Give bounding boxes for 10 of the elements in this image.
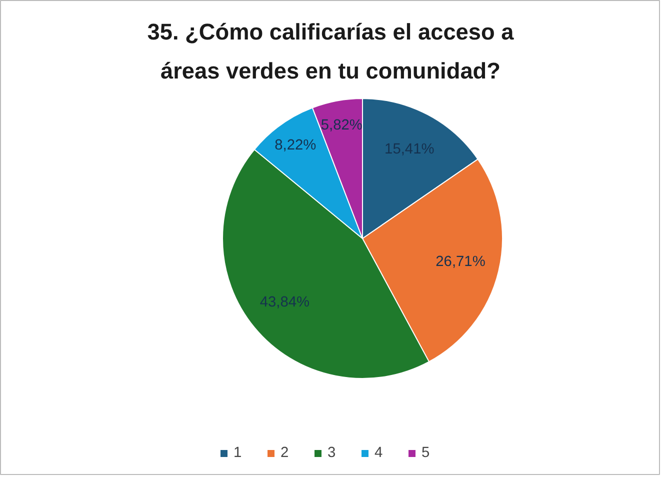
- data-label: 26,71%: [436, 254, 486, 270]
- legend-label: 1: [234, 445, 243, 461]
- legend-label: 5: [422, 445, 431, 461]
- legend-label: 4: [374, 445, 384, 461]
- legend-label: 2: [280, 445, 290, 461]
- data-label: 5,82%: [320, 118, 362, 134]
- data-label: 8,22%: [274, 137, 316, 154]
- legend-label: 3: [328, 445, 337, 461]
- chart-title: 35. ¿Cómo calificarías el acceso a áreas verdes en tu comunidad?: [147, 18, 514, 84]
- data-label: 43,84%: [260, 294, 310, 311]
